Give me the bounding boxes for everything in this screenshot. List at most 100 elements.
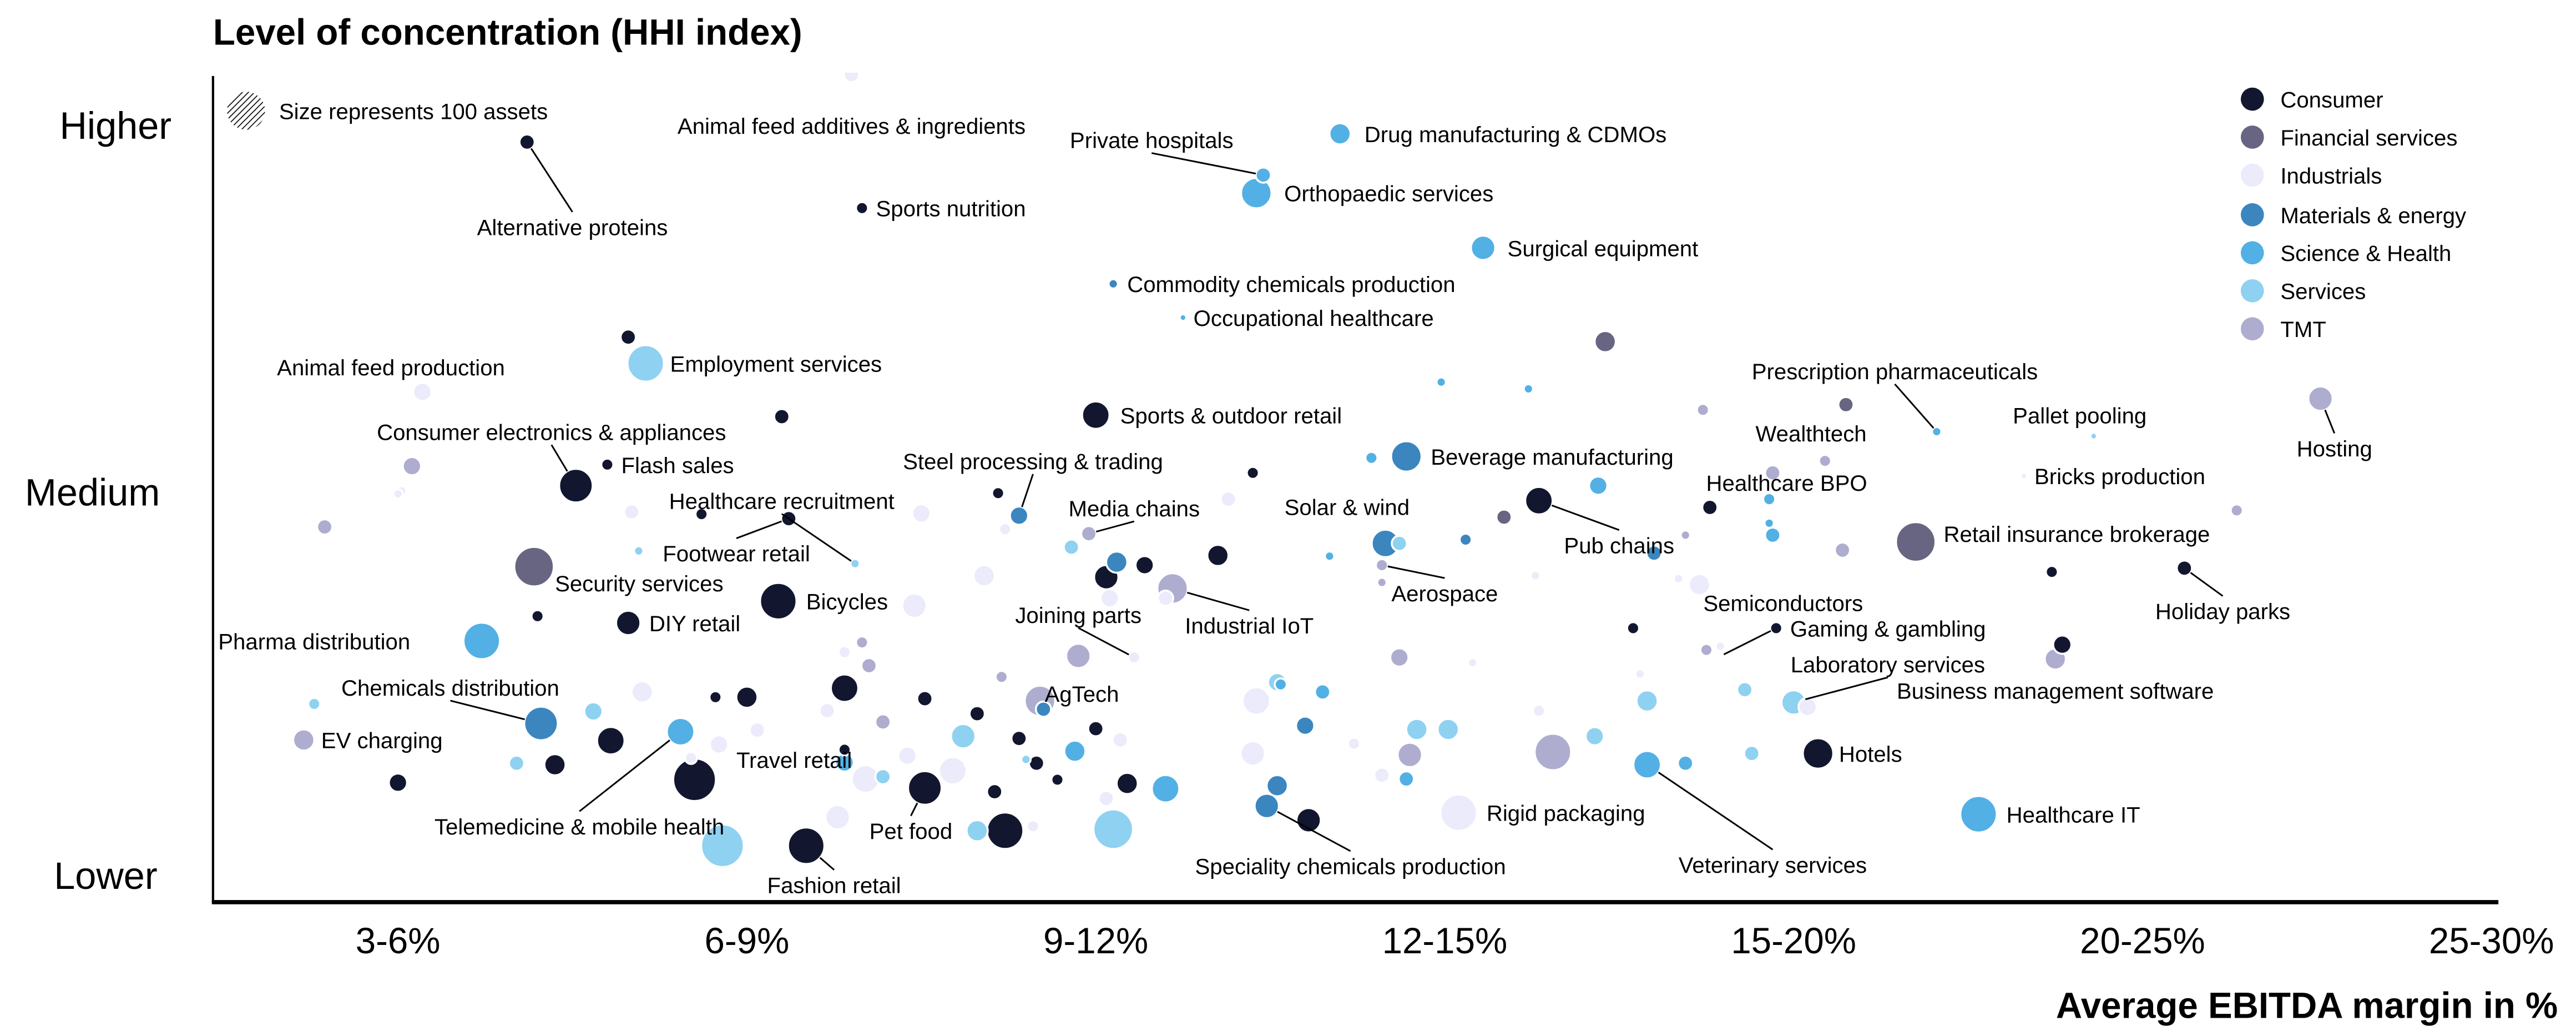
bubble[interactable] <box>1376 576 1388 589</box>
bubble-media-chains[interactable] <box>1080 525 1098 542</box>
bubble[interactable] <box>1314 683 1331 701</box>
bubble[interactable] <box>1265 774 1289 798</box>
bubble[interactable] <box>623 503 640 521</box>
bubble[interactable] <box>1245 466 1260 480</box>
bubble-flash-sales[interactable] <box>600 457 614 472</box>
bubble[interactable] <box>633 545 645 557</box>
bubble[interactable] <box>1364 451 1378 465</box>
bubble[interactable] <box>700 823 745 868</box>
bubble[interactable] <box>749 721 766 739</box>
bubble[interactable] <box>1635 689 1659 713</box>
bubble[interactable] <box>543 753 567 777</box>
bubble[interactable] <box>972 564 996 587</box>
bubble[interactable] <box>1063 539 1080 556</box>
bubble[interactable] <box>1241 686 1271 716</box>
bubble-hosting[interactable] <box>2307 385 2334 412</box>
bubble[interactable] <box>1063 740 1087 763</box>
bubble-beverage-manufacturing[interactable] <box>1390 440 1423 473</box>
bubble[interactable] <box>1593 330 1617 354</box>
bubble[interactable] <box>1397 770 1415 788</box>
bubble[interactable] <box>966 819 989 843</box>
bubble[interactable] <box>402 456 422 476</box>
bubble[interactable] <box>1523 383 1534 395</box>
bubble[interactable] <box>986 811 1024 850</box>
bubble[interactable] <box>735 685 759 709</box>
bubble[interactable] <box>1676 755 1694 772</box>
bubble[interactable] <box>387 772 408 793</box>
bubble[interactable] <box>1764 464 1781 482</box>
bubble-healthcare-recruitment[interactable] <box>849 558 861 570</box>
bubble-alternative-proteins[interactable] <box>518 133 536 151</box>
bubble[interactable] <box>531 609 545 623</box>
bubble[interactable] <box>1764 526 1781 544</box>
legend-item-industrials[interactable]: Industrials <box>2240 163 2382 188</box>
bubble[interactable] <box>1050 772 1065 787</box>
bubble[interactable] <box>773 408 791 425</box>
bubble[interactable] <box>709 734 729 755</box>
bubble-aerospace[interactable] <box>1375 558 1389 572</box>
bubble[interactable] <box>694 507 709 521</box>
bubble[interactable] <box>1763 517 1775 529</box>
bubble[interactable] <box>1584 726 1605 747</box>
bubble[interactable] <box>837 645 852 660</box>
bubble-prescription-pharmaceuticals[interactable] <box>1931 426 1943 437</box>
bubble[interactable] <box>916 690 934 707</box>
bubble[interactable] <box>1105 550 1129 574</box>
bubble[interactable] <box>1098 789 1115 807</box>
bubble[interactable] <box>911 503 932 524</box>
bubble[interactable] <box>1034 700 1052 718</box>
bubble[interactable] <box>1743 745 1761 762</box>
bubble[interactable] <box>1134 555 1155 576</box>
bubble[interactable] <box>1347 736 1361 751</box>
bubble[interactable] <box>1206 544 1230 567</box>
bubble[interactable] <box>1436 718 1460 741</box>
bubble-gaming-and-gambling[interactable] <box>1769 621 1784 636</box>
bubble-commodity-chemicals-production[interactable] <box>1107 278 1119 290</box>
bubble-pharma-distribution[interactable] <box>462 621 501 661</box>
bubble[interactable] <box>1714 640 1726 652</box>
bubble[interactable] <box>1087 720 1105 737</box>
bubble-pub-chains[interactable] <box>1524 486 1554 516</box>
bubble-veterinary-services[interactable] <box>1632 750 1662 779</box>
bubble[interactable] <box>1391 535 1408 552</box>
bubble-telemedicine-and-mobile-health[interactable] <box>665 717 695 747</box>
bubble[interactable] <box>1020 753 1032 766</box>
bubble[interactable] <box>1701 499 1719 516</box>
bubble-retail-insurance-brokerage[interactable] <box>1895 521 1937 563</box>
bubble[interactable] <box>708 690 723 705</box>
bubble[interactable] <box>968 705 986 722</box>
bubble[interactable] <box>1295 807 1322 834</box>
bubble-bricks-production[interactable] <box>2019 471 2028 480</box>
bubble-semiconductors[interactable] <box>1688 573 1711 596</box>
bubble[interactable] <box>994 670 1009 684</box>
bubble-chemicals-distribution[interactable] <box>523 706 559 742</box>
bubble[interactable] <box>619 328 637 346</box>
bubble[interactable] <box>819 702 836 720</box>
bubble-joining-parts[interactable] <box>1127 650 1141 665</box>
bubble-sports-nutrition[interactable] <box>855 201 869 215</box>
bubble[interactable] <box>874 713 892 731</box>
bubble[interactable] <box>1532 703 1546 718</box>
bubble[interactable] <box>1529 570 1542 582</box>
bubble[interactable] <box>991 486 1006 500</box>
bubble-surgical-equipment[interactable] <box>1469 234 1497 261</box>
bubble[interactable] <box>1736 681 1754 698</box>
bubble[interactable] <box>1680 529 1691 541</box>
bubble[interactable] <box>1626 621 1640 636</box>
bubble[interactable] <box>508 755 526 772</box>
legend-item-tmt[interactable]: TMT <box>2240 317 2326 342</box>
bubble[interactable] <box>1274 677 1288 692</box>
bubble-employment-services[interactable] <box>626 344 665 383</box>
bubble[interactable] <box>998 522 1012 536</box>
bubble[interactable] <box>1458 532 1473 547</box>
bubble[interactable] <box>1696 403 1710 417</box>
bubble-business-management-software[interactable] <box>1797 697 1818 717</box>
bubble[interactable] <box>1239 740 1266 767</box>
bubble-sports-and-outdoor-retail[interactable] <box>1081 400 1111 430</box>
bubble[interactable] <box>1673 573 1684 585</box>
bubble[interactable] <box>1092 808 1134 850</box>
bubble-ev-charging[interactable] <box>292 728 316 752</box>
bubble[interactable] <box>1833 541 1851 559</box>
bubble-holiday-parks[interactable] <box>2175 559 2193 577</box>
legend-item-consumer[interactable]: Consumer <box>2240 87 2383 112</box>
